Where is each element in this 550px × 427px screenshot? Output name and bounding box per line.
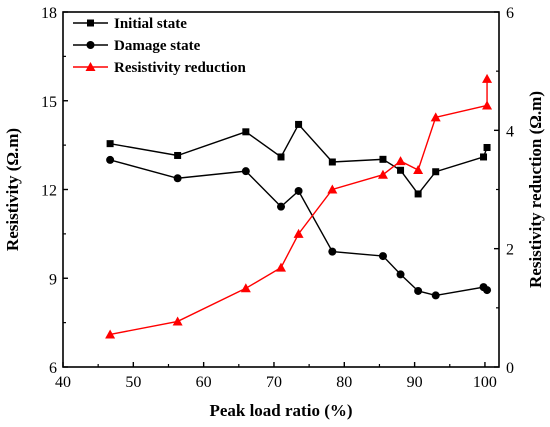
legend-marker: [87, 19, 94, 27]
data-point: [397, 166, 405, 174]
left-y-tick-label: 18: [41, 5, 57, 22]
series-line: [109, 123, 488, 196]
legend-marker: [86, 41, 95, 49]
data-point: [276, 262, 286, 272]
x-tick-label: 80: [336, 374, 352, 391]
right-y-tick-label: 0: [506, 360, 514, 377]
legend-label: Initial state: [114, 16, 187, 32]
data-point: [295, 120, 303, 128]
data-point: [414, 286, 423, 295]
series-circle: [106, 155, 492, 300]
x-axis-title: Peak load ratio (%): [209, 401, 352, 420]
x-tick-label: 100: [473, 374, 497, 391]
series-triangle: [105, 73, 493, 339]
legend-marker: [85, 62, 96, 71]
right-y-axis-title: Resistivity reduction (Ω.m): [526, 91, 545, 288]
axis-ticks: 40 50 60 70 80 90 100 6 9 12 15 18 0 2 4 6: [41, 5, 514, 391]
x-tick-label: 40: [55, 374, 71, 391]
data-point: [327, 184, 338, 194]
right-y-tick-label: 4: [506, 123, 514, 140]
left-y-tick-label: 15: [41, 94, 57, 111]
data-point: [277, 202, 285, 211]
data-point: [480, 153, 488, 161]
data-point: [293, 228, 304, 238]
data-point: [395, 156, 406, 166]
data-point: [106, 155, 115, 164]
data-point: [432, 168, 440, 176]
data-point: [105, 329, 116, 339]
data-point: [483, 286, 492, 295]
data-point: [414, 190, 422, 198]
data-point: [328, 158, 336, 166]
right-y-tick-label: 6: [506, 5, 514, 22]
legend-label: Resistivity reduction: [114, 60, 246, 76]
data-point: [172, 316, 183, 326]
data-point: [482, 73, 493, 83]
x-tick-label: 90: [407, 374, 423, 391]
left-y-axis-title: Resistivity (Ω.m): [3, 128, 22, 251]
data-point: [396, 270, 405, 279]
legend-label: Damage state: [114, 38, 201, 54]
data-point: [413, 164, 424, 174]
data-point: [174, 151, 182, 159]
left-y-tick-label: 6: [49, 360, 57, 377]
series-line: [109, 78, 488, 336]
series-square: [106, 120, 491, 198]
data-point: [377, 169, 388, 179]
data-point: [277, 153, 285, 161]
data-point: [294, 186, 303, 195]
data-point: [431, 291, 440, 300]
data-point: [242, 128, 250, 136]
left-y-tick-label: 12: [41, 183, 57, 200]
legend: Initial state Damage state Resistivity red…: [73, 16, 246, 76]
data-point: [379, 155, 387, 163]
series-line: [109, 159, 488, 297]
data-point: [240, 283, 251, 293]
data-point: [378, 252, 387, 261]
x-tick-label: 60: [196, 374, 212, 391]
data-point: [106, 140, 114, 148]
data-point: [328, 247, 337, 256]
right-y-tick-label: 2: [506, 242, 514, 259]
data-point: [430, 112, 441, 122]
series-layer: [105, 73, 493, 339]
data-point: [173, 174, 182, 183]
x-tick-label: 50: [125, 374, 141, 391]
data-point: [241, 167, 250, 176]
data-point: [483, 143, 491, 151]
data-point: [482, 100, 493, 110]
left-y-tick-label: 9: [49, 271, 57, 288]
x-tick-label: 70: [266, 374, 282, 391]
